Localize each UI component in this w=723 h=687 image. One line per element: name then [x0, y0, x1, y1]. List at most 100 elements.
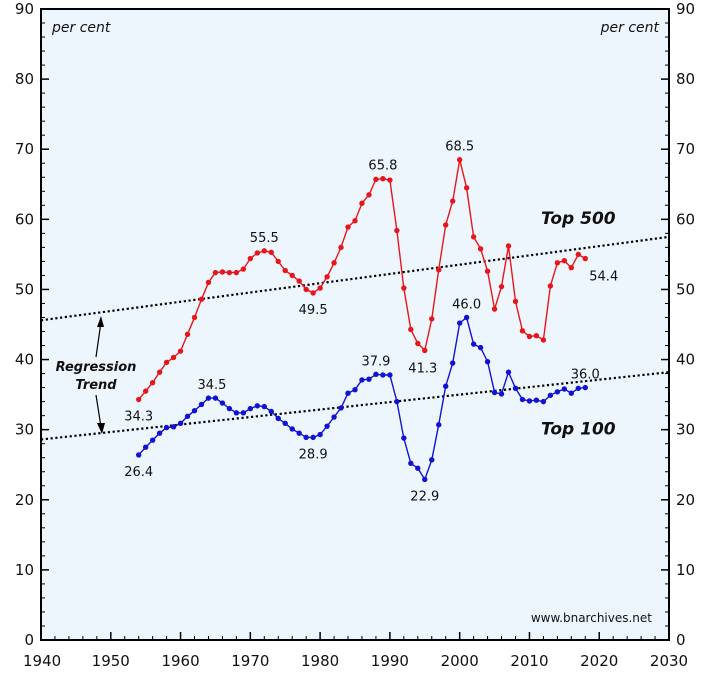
- data-point-top-500: [561, 257, 568, 264]
- data-point-top-100: [275, 415, 281, 422]
- data-point-top-500: [526, 333, 533, 340]
- regression-trend-annotation: Regression Trend: [56, 316, 137, 434]
- unit-label-right: per cent: [600, 20, 660, 36]
- y-tick-label-left: 20: [15, 491, 34, 509]
- data-point-top-100: [149, 437, 156, 443]
- series-label-top-100-text: Top 100: [541, 420, 616, 440]
- data-point-top-100: [240, 410, 247, 416]
- data-point-top-500: [177, 348, 184, 354]
- data-point-top-500: [226, 269, 233, 276]
- data-point-top-500: [554, 260, 561, 266]
- data-point-top-100: [268, 408, 274, 415]
- data-point-top-100: [477, 344, 484, 351]
- data-labels: 34.3 55.5 49.5 65.8 41.3 68.5 54.4 26.4 34.5 28.9…: [124, 140, 618, 505]
- data-label: 49.5: [299, 303, 328, 318]
- data-point-top-100: [184, 413, 191, 420]
- data-point-top-500: [568, 265, 575, 271]
- data-label: 54.4: [589, 270, 618, 285]
- data-point-top-500: [394, 227, 400, 234]
- data-label: 22.9: [410, 489, 439, 504]
- data-point-top-500: [142, 388, 149, 394]
- data-point-top-100: [484, 358, 491, 365]
- data-point-top-500: [324, 274, 330, 280]
- data-point-top-500: [519, 328, 526, 334]
- data-point-top-100: [226, 405, 233, 412]
- data-point-top-500: [491, 306, 498, 312]
- data-point-top-100: [540, 398, 547, 405]
- annotation-arrowhead-up: [97, 316, 104, 327]
- data-point-top-100: [177, 420, 184, 427]
- y-tick-label-right: 90: [676, 0, 695, 18]
- data-point-top-100: [296, 430, 302, 436]
- series-label-top-100: Top 100: [541, 420, 616, 440]
- y-tick-label-right: 50: [676, 280, 695, 298]
- data-point-top-500: [582, 255, 588, 262]
- data-point-top-500: [170, 354, 177, 361]
- data-point-top-500: [380, 175, 386, 182]
- data-point-top-500: [261, 248, 267, 254]
- annotation-line-1: Regression: [56, 360, 137, 375]
- data-point-top-100: [233, 410, 240, 416]
- data-point-top-100: [498, 391, 505, 397]
- data-point-top-100: [387, 372, 393, 378]
- data-point-top-500: [331, 260, 337, 266]
- y-tick-label-right: 60: [676, 210, 695, 228]
- data-point-top-500: [191, 314, 198, 321]
- data-point-top-500: [498, 283, 505, 290]
- data-point-top-500: [198, 296, 205, 302]
- data-label: 55.5: [250, 231, 279, 246]
- data-point-top-500: [443, 222, 449, 228]
- data-point-top-500: [268, 249, 274, 255]
- data-point-top-100: [324, 423, 330, 429]
- data-point-top-100: [561, 386, 568, 392]
- data-point-top-500: [240, 266, 247, 272]
- data-point-top-100: [470, 341, 477, 347]
- data-point-top-500: [540, 337, 547, 343]
- y-tick-label-right: 20: [676, 491, 695, 509]
- data-point-top-500: [470, 234, 477, 240]
- data-point-top-500: [484, 268, 491, 274]
- data-point-top-500: [205, 279, 212, 286]
- y-tick-label-right: 10: [676, 561, 695, 579]
- y-tick-label-left: 0: [24, 631, 34, 649]
- data-point-top-100: [512, 385, 519, 392]
- x-tick-label: 1990: [371, 652, 409, 670]
- data-point-top-500: [212, 269, 219, 276]
- series-label-top-500-text: Top 500: [541, 209, 616, 229]
- data-point-top-100: [568, 390, 575, 396]
- data-point-top-500: [359, 200, 365, 206]
- data-point-top-100: [289, 426, 295, 432]
- x-tick-label: 2010: [510, 652, 548, 670]
- data-point-top-500: [275, 258, 281, 265]
- data-point-top-500: [282, 267, 288, 274]
- x-tick-label: 2020: [580, 652, 618, 670]
- data-point-top-100: [163, 424, 170, 431]
- x-tick-label: 2030: [650, 652, 688, 670]
- data-point-top-500: [219, 269, 226, 275]
- data-point-top-500: [429, 316, 435, 322]
- annotation-arrowhead-down: [97, 423, 105, 434]
- data-point-top-100: [282, 420, 288, 427]
- data-point-top-100: [380, 372, 386, 378]
- data-point-top-500: [317, 285, 323, 291]
- data-point-top-100: [533, 397, 540, 403]
- data-point-top-500: [163, 359, 170, 366]
- data-point-top-100: [582, 384, 588, 391]
- data-label: 34.5: [197, 378, 226, 393]
- data-point-top-500: [254, 250, 261, 256]
- data-point-top-100: [247, 405, 254, 412]
- data-point-top-100: [463, 314, 470, 321]
- x-tick-label: 1950: [92, 652, 130, 670]
- data-point-top-100: [408, 460, 414, 467]
- data-point-top-100: [366, 376, 372, 382]
- data-point-top-100: [443, 383, 449, 389]
- annotation-arrow-down: [95, 394, 102, 428]
- data-point-top-500: [533, 333, 540, 339]
- data-point-top-500: [310, 290, 316, 296]
- data-point-top-100: [317, 431, 323, 438]
- data-point-top-500: [352, 218, 358, 224]
- data-point-top-500: [233, 269, 240, 276]
- data-point-top-500: [303, 286, 309, 293]
- data-label: 65.8: [368, 159, 397, 174]
